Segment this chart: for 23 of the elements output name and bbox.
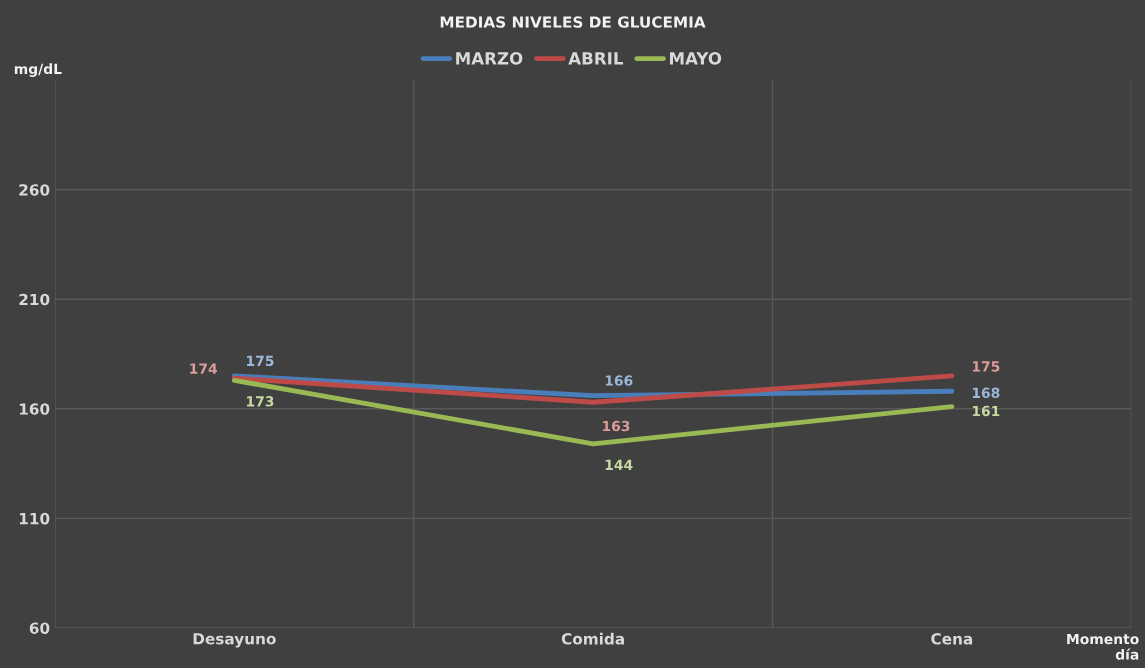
data-label: 173 — [247, 396, 274, 407]
data-label: 175 — [247, 355, 274, 367]
data-label: 174 — [190, 363, 218, 374]
data-label: 175 — [972, 361, 1000, 372]
y-axis-title: mg/dL — [14, 63, 62, 77]
y-tick-label: 110 — [19, 512, 50, 525]
data-label: 144 — [605, 459, 633, 470]
data-label: 166 — [605, 375, 633, 386]
x-axis-title: Momento día — [1067, 633, 1139, 660]
chart-title: MEDIAS NIVELES DE GLUCEMIA — [440, 16, 706, 28]
y-tick-label: 60 — [29, 622, 50, 634]
data-label: 163 — [603, 420, 630, 432]
y-tick-label: 210 — [19, 293, 50, 306]
x-tick-label: Desayuno — [193, 633, 276, 648]
x-tick-label: Cena — [931, 633, 973, 645]
data-label: 161 — [972, 405, 1000, 417]
legend-label: ABRIL — [568, 52, 624, 65]
y-tick-label: 160 — [19, 403, 50, 415]
x-tick-label: Comida — [561, 632, 624, 645]
y-tick-label: 260 — [19, 184, 50, 196]
legend-label: MAYO — [670, 52, 722, 65]
legend-label: MARZO — [456, 52, 523, 65]
data-label: 168 — [972, 387, 1000, 399]
